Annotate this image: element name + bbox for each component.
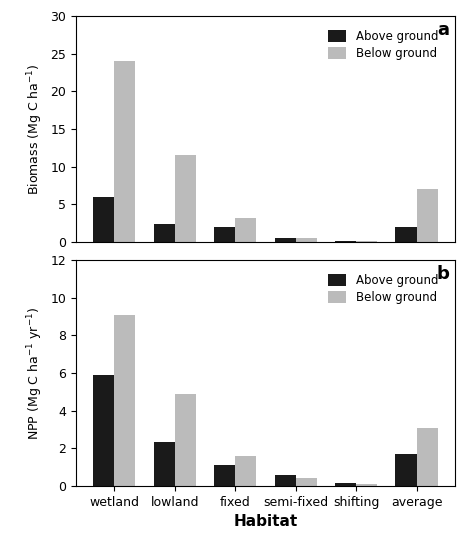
Bar: [114, 62, 136, 242]
Bar: [93, 375, 114, 486]
Bar: [395, 454, 417, 486]
Bar: [274, 475, 296, 486]
Bar: [274, 238, 296, 242]
Legend: Above ground, Below ground: Above ground, Below ground: [325, 26, 442, 63]
Bar: [296, 238, 317, 242]
Legend: Above ground, Below ground: Above ground, Below ground: [325, 271, 442, 307]
Y-axis label: NPP (Mg C ha$^{-1}$ yr$^{-1}$): NPP (Mg C ha$^{-1}$ yr$^{-1}$): [25, 306, 45, 440]
Bar: [214, 465, 235, 486]
Text: a: a: [438, 21, 449, 39]
Bar: [175, 156, 196, 242]
Text: b: b: [437, 265, 449, 282]
Bar: [154, 224, 175, 242]
Bar: [114, 315, 136, 486]
Bar: [235, 218, 256, 242]
Bar: [356, 484, 377, 486]
Bar: [356, 241, 377, 242]
Bar: [296, 478, 317, 486]
Bar: [417, 428, 438, 486]
Bar: [175, 394, 196, 486]
Bar: [154, 442, 175, 486]
Bar: [93, 197, 114, 242]
Bar: [395, 227, 417, 242]
Bar: [235, 456, 256, 486]
Bar: [335, 241, 356, 242]
Bar: [417, 190, 438, 242]
Bar: [214, 227, 235, 242]
X-axis label: Habitat: Habitat: [233, 514, 298, 529]
Bar: [335, 483, 356, 486]
Y-axis label: Biomass (Mg C ha$^{-1}$): Biomass (Mg C ha$^{-1}$): [25, 63, 45, 195]
